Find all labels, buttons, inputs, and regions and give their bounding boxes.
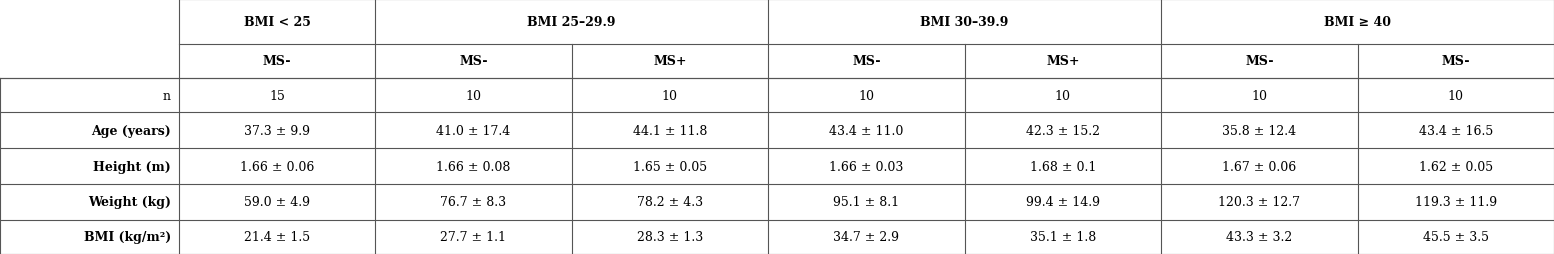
Text: 10: 10 — [1055, 89, 1071, 102]
Text: 10: 10 — [1251, 89, 1268, 102]
Text: 45.5 ± 3.5: 45.5 ± 3.5 — [1423, 230, 1489, 243]
Text: 1.68 ± 0.1: 1.68 ± 0.1 — [1030, 160, 1096, 173]
Text: Height (m): Height (m) — [93, 160, 171, 173]
Text: 99.4 ± 14.9: 99.4 ± 14.9 — [1026, 196, 1100, 208]
Text: MS-: MS- — [1442, 55, 1470, 68]
Text: 1.67 ± 0.06: 1.67 ± 0.06 — [1221, 160, 1296, 173]
Text: 34.7 ± 2.9: 34.7 ± 2.9 — [833, 230, 900, 243]
Text: 78.2 ± 4.3: 78.2 ± 4.3 — [637, 196, 702, 208]
Text: MS+: MS+ — [653, 55, 687, 68]
Text: BMI ≥ 40: BMI ≥ 40 — [1324, 16, 1391, 29]
Text: 1.62 ± 0.05: 1.62 ± 0.05 — [1419, 160, 1493, 173]
Text: 10: 10 — [662, 89, 678, 102]
Text: Age (years): Age (years) — [92, 124, 171, 137]
Text: 42.3 ± 15.2: 42.3 ± 15.2 — [1026, 124, 1100, 137]
Text: 1.65 ± 0.05: 1.65 ± 0.05 — [632, 160, 707, 173]
Text: MS+: MS+ — [1046, 55, 1080, 68]
Text: 1.66 ± 0.03: 1.66 ± 0.03 — [830, 160, 903, 173]
Text: 41.0 ± 17.4: 41.0 ± 17.4 — [437, 124, 511, 137]
Text: 28.3 ± 1.3: 28.3 ± 1.3 — [637, 230, 702, 243]
Text: BMI 30–39.9: BMI 30–39.9 — [920, 16, 1009, 29]
Text: 10: 10 — [858, 89, 875, 102]
Text: 119.3 ± 11.9: 119.3 ± 11.9 — [1414, 196, 1497, 208]
Text: 27.7 ± 1.1: 27.7 ± 1.1 — [440, 230, 507, 243]
Text: BMI 25–29.9: BMI 25–29.9 — [527, 16, 615, 29]
Text: 120.3 ± 12.7: 120.3 ± 12.7 — [1218, 196, 1301, 208]
Text: 15: 15 — [269, 89, 284, 102]
Text: 95.1 ± 8.1: 95.1 ± 8.1 — [833, 196, 900, 208]
Text: 21.4 ± 1.5: 21.4 ± 1.5 — [244, 230, 309, 243]
Text: 10: 10 — [465, 89, 482, 102]
Text: MS-: MS- — [458, 55, 488, 68]
Text: MS-: MS- — [1245, 55, 1274, 68]
Text: MS-: MS- — [852, 55, 881, 68]
Text: 35.1 ± 1.8: 35.1 ± 1.8 — [1030, 230, 1096, 243]
Text: 1.66 ± 0.08: 1.66 ± 0.08 — [437, 160, 511, 173]
Text: 59.0 ± 4.9: 59.0 ± 4.9 — [244, 196, 309, 208]
Text: MS-: MS- — [263, 55, 291, 68]
Text: 43.4 ± 11.0: 43.4 ± 11.0 — [830, 124, 903, 137]
Text: 35.8 ± 12.4: 35.8 ± 12.4 — [1223, 124, 1296, 137]
Text: 43.4 ± 16.5: 43.4 ± 16.5 — [1419, 124, 1493, 137]
Text: BMI (kg/m²): BMI (kg/m²) — [84, 230, 171, 243]
Text: BMI < 25: BMI < 25 — [244, 16, 311, 29]
Text: 43.3 ± 3.2: 43.3 ± 3.2 — [1226, 230, 1293, 243]
Text: 10: 10 — [1448, 89, 1464, 102]
Text: 37.3 ± 9.9: 37.3 ± 9.9 — [244, 124, 309, 137]
Text: n: n — [163, 89, 171, 102]
Text: 1.66 ± 0.06: 1.66 ± 0.06 — [239, 160, 314, 173]
Text: Weight (kg): Weight (kg) — [89, 196, 171, 208]
Text: 76.7 ± 8.3: 76.7 ± 8.3 — [440, 196, 507, 208]
Text: 44.1 ± 11.8: 44.1 ± 11.8 — [632, 124, 707, 137]
